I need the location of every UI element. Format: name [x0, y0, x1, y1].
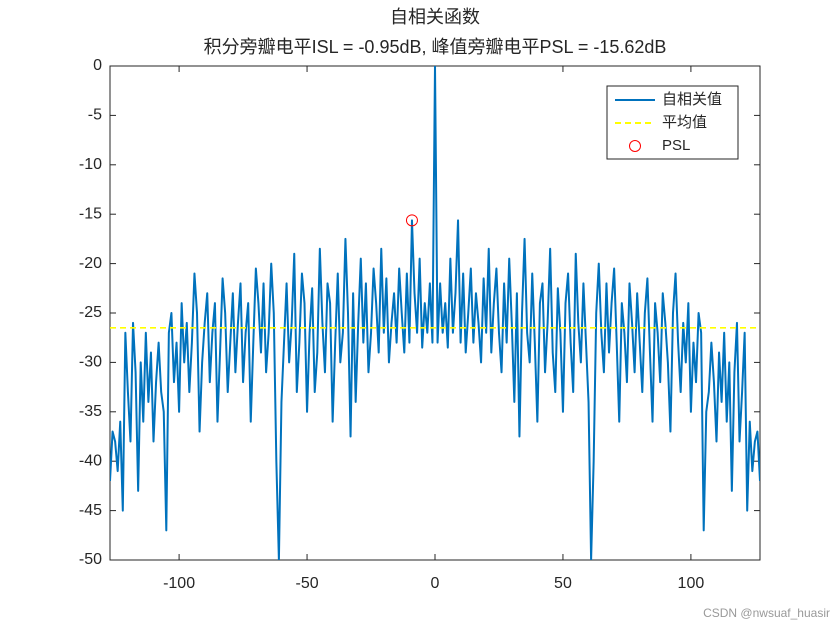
y-tick-label: -30	[79, 354, 102, 371]
x-tick-label: 0	[431, 575, 440, 592]
y-tick-label: -5	[88, 107, 102, 124]
y-tick-label: -40	[79, 452, 102, 469]
y-tick-label: -15	[79, 205, 102, 222]
legend-label: PSL	[662, 137, 690, 154]
chart-subtitle: 积分旁瓣电平ISL = -0.95dB, 峰值旁瓣电平PSL = -15.62d…	[204, 37, 667, 57]
legend-label: 平均值	[662, 114, 707, 131]
legend-swatch	[629, 140, 641, 152]
y-tick-label: -50	[79, 551, 102, 568]
x-tick-label: 50	[554, 575, 572, 592]
series-line	[110, 66, 760, 560]
marker	[405, 214, 418, 227]
watermark: CSDN @nwsuaf_huasir	[703, 606, 830, 620]
legend-label: 自相关值	[662, 91, 722, 108]
y-tick-label: -25	[79, 304, 102, 321]
y-tick-label: -35	[79, 403, 102, 420]
chart-title: 自相关函数	[390, 7, 480, 27]
y-tick-label: -20	[79, 255, 102, 272]
x-tick-label: 100	[678, 575, 705, 592]
x-tick-label: -50	[295, 575, 318, 592]
x-tick-label: -100	[163, 575, 195, 592]
y-tick-label: -10	[79, 156, 102, 173]
y-tick-label: 0	[93, 57, 102, 74]
y-tick-label: -45	[79, 502, 102, 519]
